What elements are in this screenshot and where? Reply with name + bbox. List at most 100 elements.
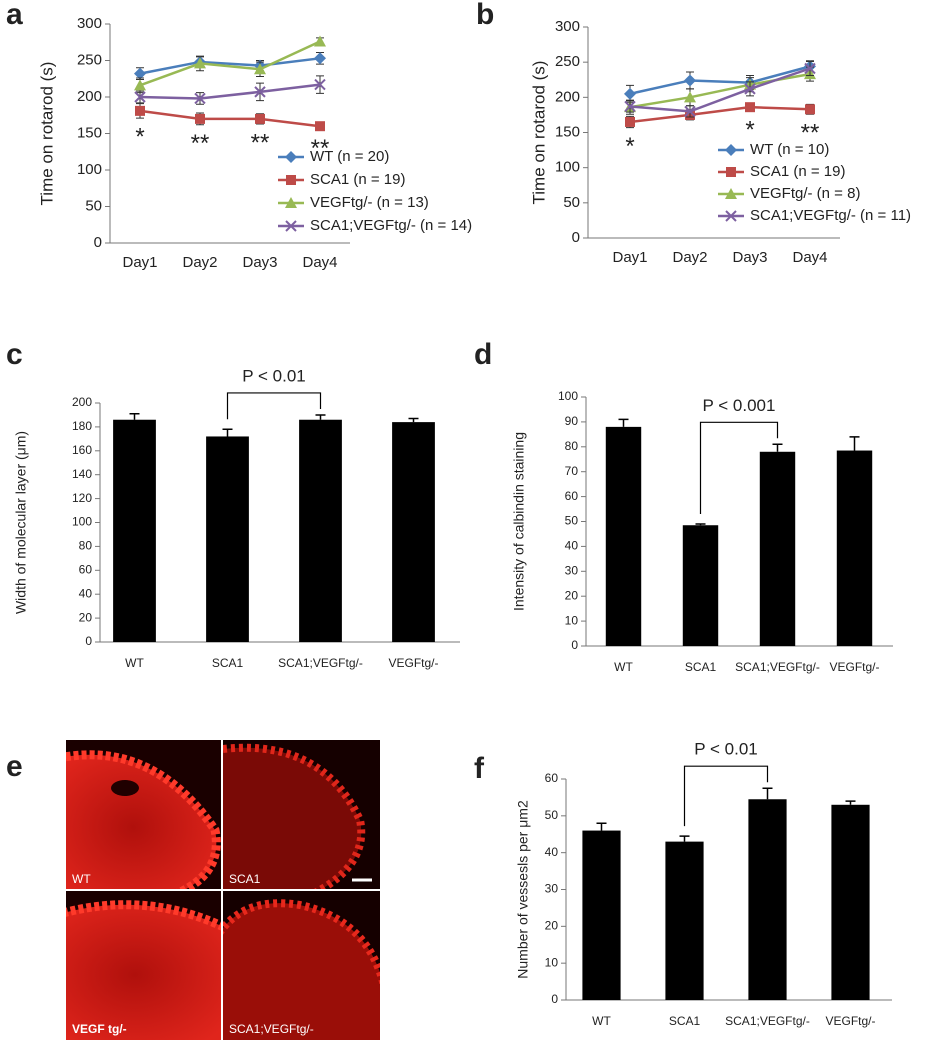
x-tick-label: WT	[614, 660, 633, 674]
error-bar	[695, 523, 706, 526]
error-bar	[222, 428, 233, 437]
significance-mark: *	[625, 133, 634, 160]
y-tick-label: 100	[555, 159, 580, 176]
y-tick-label: 200	[77, 88, 102, 105]
y-tick-label: 70	[565, 464, 579, 478]
error-bar	[618, 418, 629, 427]
y-tick-label: 60	[79, 562, 93, 576]
y-tick-label: 0	[94, 234, 102, 251]
marker	[194, 92, 206, 105]
y-axis-label: Intensity of calbindin staining	[511, 432, 527, 611]
significance-mark: **	[191, 130, 210, 157]
marker	[684, 91, 696, 103]
bar	[831, 804, 870, 1000]
error-bar	[408, 417, 419, 423]
marker	[286, 175, 296, 185]
y-tick-label: 0	[85, 634, 92, 648]
panel-letter: e	[6, 750, 23, 783]
marker	[684, 105, 696, 118]
panel-letter: d	[474, 338, 492, 371]
p-value-label: P < 0.01	[694, 740, 758, 759]
x-tick-label: SCA1	[212, 656, 244, 670]
x-tick-label: WT	[125, 656, 144, 670]
y-axis-label: Time on rotarod (s)	[529, 61, 548, 205]
marker	[285, 220, 297, 232]
x-tick-label: Day2	[672, 249, 707, 266]
image-label: WT	[72, 872, 91, 886]
marker	[285, 197, 297, 208]
legend-label: VEGFtg/- (n = 8)	[750, 185, 860, 202]
x-tick-label: Day1	[612, 249, 647, 266]
y-tick-label: 150	[555, 123, 580, 140]
bar	[299, 419, 342, 642]
y-tick-label: 300	[555, 18, 580, 35]
bar	[682, 525, 719, 646]
error-bar	[772, 443, 783, 452]
bar	[113, 419, 156, 642]
panel-letter: f	[474, 752, 485, 785]
series-line	[629, 105, 811, 124]
error-bar	[845, 800, 856, 805]
x-tick-label: Day2	[182, 254, 217, 271]
marker	[725, 210, 737, 222]
y-tick-label: 80	[79, 539, 93, 553]
bar	[836, 450, 873, 646]
micrograph-panel	[66, 740, 380, 1040]
x-tick-label: VEGFtg/-	[388, 656, 438, 670]
marker	[725, 188, 737, 199]
significance-mark: **	[801, 120, 820, 147]
marker	[194, 57, 206, 69]
x-tick-label: Day4	[302, 254, 337, 271]
series-line	[629, 65, 811, 96]
x-tick-label: SCA1;VEGFtg/-	[278, 656, 363, 670]
y-axis-label: Number of vessesls per μm2	[515, 800, 531, 979]
bar	[392, 422, 435, 642]
legend-label: SCA1 (n = 19)	[310, 171, 405, 188]
y-tick-label: 10	[545, 955, 559, 969]
marker	[314, 52, 326, 65]
series-line	[139, 109, 321, 128]
legend-label: SCA1 (n = 19)	[750, 163, 845, 180]
x-tick-label: SCA1	[669, 1014, 701, 1028]
y-tick-label: 60	[565, 489, 579, 503]
series-line	[139, 40, 321, 87]
error-bar	[849, 436, 860, 451]
significance-mark: *	[745, 117, 754, 144]
marker	[625, 116, 635, 127]
x-tick-label: SCA1;VEGFtg/-	[735, 660, 820, 674]
marker	[314, 78, 326, 91]
y-tick-label: 40	[79, 586, 93, 600]
y-tick-label: 100	[558, 389, 578, 403]
panel-letter: c	[6, 338, 23, 371]
y-tick-label: 0	[571, 638, 578, 652]
marker	[315, 121, 325, 132]
y-tick-label: 20	[565, 588, 579, 602]
error-bar	[129, 413, 140, 420]
y-axis-label: Time on rotarod (s)	[37, 62, 56, 206]
y-tick-label: 300	[77, 15, 102, 32]
x-tick-label: VEGFtg/-	[825, 1014, 875, 1028]
y-tick-label: 40	[545, 845, 559, 859]
x-tick-label: Day3	[242, 254, 277, 271]
y-tick-label: 100	[77, 161, 102, 178]
y-tick-label: 0	[551, 992, 558, 1006]
error-bar	[679, 835, 690, 842]
y-tick-label: 30	[545, 882, 559, 896]
y-tick-label: 160	[72, 443, 92, 457]
series-line	[629, 72, 811, 109]
image-label: VEGF tg/-	[72, 1022, 127, 1036]
x-tick-label: WT	[592, 1014, 611, 1028]
y-tick-label: 200	[555, 88, 580, 105]
marker	[804, 62, 816, 75]
marker	[745, 102, 755, 113]
marker	[624, 100, 636, 113]
y-tick-label: 50	[565, 514, 579, 528]
y-tick-label: 200	[72, 395, 92, 409]
legend-label: SCA1;VEGFtg/- (n = 14)	[310, 217, 472, 234]
legend-label: WT (n = 20)	[310, 148, 389, 165]
bar	[206, 436, 249, 642]
x-tick-label: Day4	[792, 249, 827, 266]
x-tick-label: SCA1;VEGFtg/-	[725, 1014, 810, 1028]
y-tick-label: 80	[565, 439, 579, 453]
y-tick-label: 40	[565, 539, 579, 553]
